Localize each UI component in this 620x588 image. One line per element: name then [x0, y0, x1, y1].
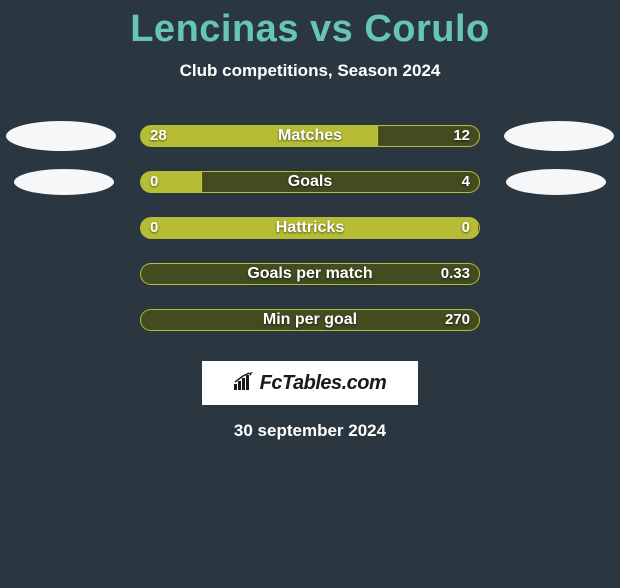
- bar-left-fill: [141, 126, 378, 146]
- player-marker-right: [504, 121, 614, 151]
- bar-left-fill: [141, 218, 479, 238]
- comparison-chart: Matches2812Goals04Hattricks00Goals per m…: [0, 113, 620, 343]
- bar-track: [140, 125, 480, 147]
- bar-left-fill: [141, 172, 202, 192]
- bar-right-fill: [202, 172, 479, 192]
- bar-right-fill: [378, 126, 479, 146]
- stat-row: Goals04: [0, 159, 620, 205]
- stat-row: Matches2812: [0, 113, 620, 159]
- bar-track: [140, 263, 480, 285]
- player-marker-left: [6, 121, 116, 151]
- bar-track: [140, 309, 480, 331]
- subtitle: Club competitions, Season 2024: [0, 61, 620, 81]
- page-title: Lencinas vs Corulo: [0, 8, 620, 51]
- logo-box: FcTables.com: [202, 361, 418, 405]
- stat-row: Min per goal270: [0, 297, 620, 343]
- date-line: 30 september 2024: [0, 421, 620, 441]
- logo-text: FcTables.com: [260, 372, 387, 395]
- player-marker-right: [506, 169, 606, 195]
- bar-right-fill: [141, 264, 479, 284]
- stat-row: Hattricks00: [0, 205, 620, 251]
- stat-row: Goals per match0.33: [0, 251, 620, 297]
- player-marker-left: [14, 169, 114, 195]
- bar-right-fill: [478, 218, 479, 238]
- bar-track: [140, 171, 480, 193]
- bars-icon: [234, 372, 256, 395]
- bar-track: [140, 217, 480, 239]
- bar-right-fill: [141, 310, 479, 330]
